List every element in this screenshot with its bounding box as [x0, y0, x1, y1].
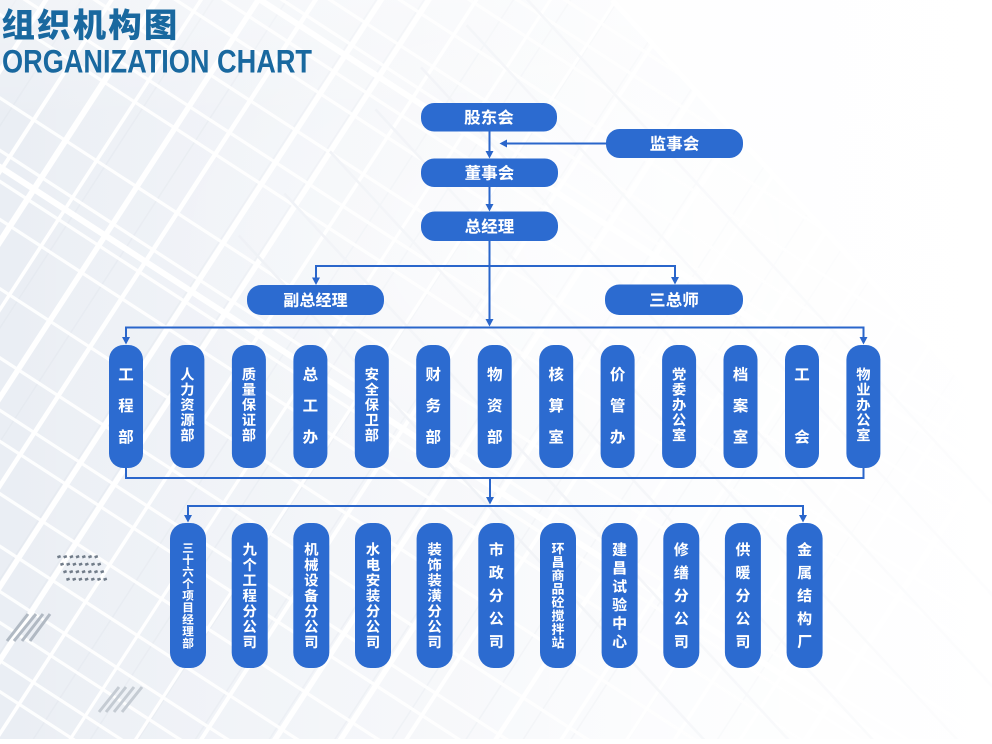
svg-text:ORGANIZATION CHART: ORGANIZATION CHART — [2, 44, 312, 80]
